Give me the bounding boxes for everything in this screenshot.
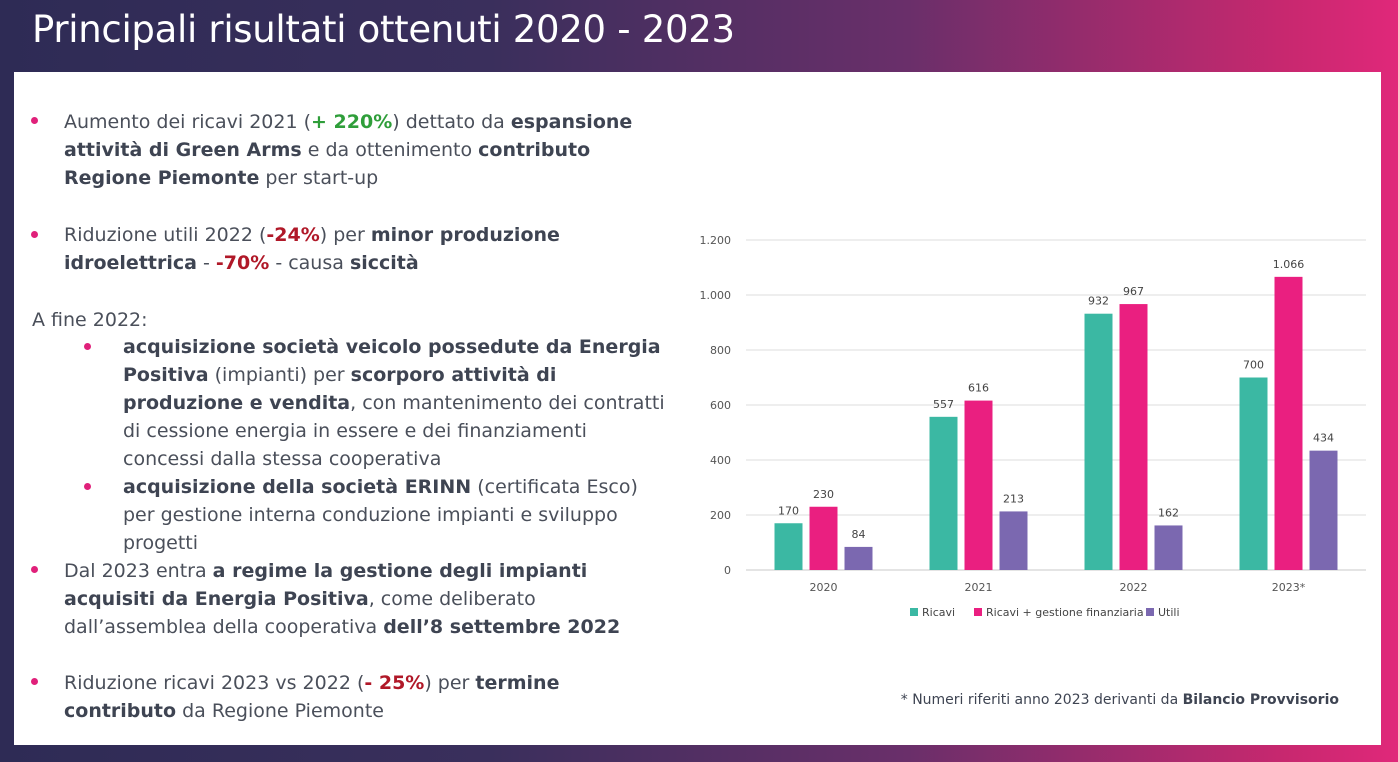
data-label: 84 (852, 528, 866, 541)
bar (1239, 377, 1268, 570)
page-title: Principali risultati ottenuti 2020 - 202… (32, 8, 735, 51)
y-tick-label: 200 (710, 509, 731, 522)
bullet-ricavi-2021: Aumento dei ricavi 2021 (+ 220%) dettato… (64, 108, 664, 192)
bullet-regime-2023: Dal 2023 entra a regime la gestione degl… (64, 557, 674, 641)
text: - (196, 252, 216, 274)
bar (1154, 525, 1183, 570)
data-label: 434 (1313, 432, 1334, 445)
bullet-dot (31, 231, 38, 238)
bullet-ricavi-2023: Riduzione ricavi 2023 vs 2022 (- 25%) pe… (64, 669, 664, 725)
data-label: 162 (1158, 506, 1179, 519)
bullet-utili-2022: Riduzione utili 2022 (-24%) per minor pr… (64, 221, 674, 277)
x-tick-label: 2023* (1272, 581, 1306, 594)
y-tick-label: 400 (710, 454, 731, 467)
data-label: 932 (1088, 295, 1109, 308)
text: Riduzione ricavi 2023 vs 2022 ( (64, 672, 365, 694)
data-label: 230 (813, 488, 834, 501)
bar (1309, 450, 1338, 570)
x-tick-label: 2021 (965, 581, 993, 594)
bullet-dot (84, 483, 91, 490)
bar (1084, 313, 1113, 570)
text-bold: scorporo attività di produzione e vendit… (123, 364, 557, 414)
text-bold: a regime la gestione degli impianti acqu… (64, 560, 588, 610)
text-bold: contributo Regione Piemonte (64, 139, 591, 189)
subbullet-acquisizione-erinn: acquisizione della società ERINN (certif… (123, 473, 673, 557)
text-bold: termine contributo (64, 672, 560, 722)
bar-chart: 0 200 400 600 800 1.000 1.200 170 230 84 2020 557 61… (700, 234, 1366, 619)
bullet-dot (31, 117, 38, 124)
bar (964, 400, 993, 570)
bar (809, 506, 838, 570)
legend-label: Ricavi + gestione finanziaria (986, 606, 1144, 619)
data-label: 213 (1003, 492, 1024, 505)
legend-label: Utili (1158, 606, 1180, 619)
y-tick-label: 1.200 (700, 234, 732, 247)
text-bold: acquisizione della società ERINN (123, 476, 472, 498)
text: - causa (269, 252, 350, 274)
bar (1274, 276, 1303, 570)
text: ) per (319, 224, 371, 246)
text-bold: siccità (349, 252, 419, 274)
legend-swatch (974, 608, 982, 616)
bullet-dot (31, 678, 38, 685)
text: ) dettato da (392, 111, 511, 133)
data-label: 700 (1243, 359, 1264, 372)
text: (certificata Esco) per gestione interna … (123, 476, 638, 554)
y-tick-label: 800 (710, 344, 731, 357)
x-tick-label: 2020 (810, 581, 838, 594)
text: ) per (424, 672, 476, 694)
content-panel: Aumento dei ricavi 2021 (+ 220%) dettato… (14, 72, 1381, 745)
text: (impianti) per (208, 364, 351, 386)
pct-decrease: -24% (266, 224, 320, 246)
subbullet-acquisizione-veicolo: acquisizione società veicolo possedute d… (123, 333, 668, 473)
text: Aumento dei ricavi 2021 ( (64, 111, 312, 133)
legend-swatch (910, 608, 918, 616)
footnote: * Numeri riferiti anno 2023 derivanti da… (901, 692, 1339, 708)
footnote-bold: Bilancio Provvisorio (1182, 692, 1339, 708)
footnote-text: * Numeri riferiti anno 2023 derivanti da (900, 692, 1183, 708)
pct-increase: + 220% (311, 111, 393, 133)
bar (844, 546, 873, 570)
legend-swatch (1146, 608, 1154, 616)
pct-decrease: - 25% (364, 672, 425, 694)
text-bold: dell’8 settembre 2022 (383, 616, 621, 638)
data-label: 967 (1123, 285, 1144, 298)
bar (929, 416, 958, 570)
text: e da ottenimento (301, 139, 479, 161)
x-tick-label: 2022 (1120, 581, 1148, 594)
bar (999, 511, 1028, 570)
y-tick-label: 1.000 (700, 289, 732, 302)
text: , con mantenimento dei contratti di cess… (123, 392, 665, 470)
data-label: 1.066 (1273, 258, 1305, 271)
text-bold: minor produzione idroelettrica (64, 224, 560, 274)
bar (1119, 304, 1148, 570)
y-tick-label: 600 (710, 399, 731, 412)
legend-label: Ricavi (922, 606, 955, 619)
pct-decrease: -70% (215, 252, 270, 274)
bar (774, 523, 803, 570)
text: da Regione Piemonte (176, 700, 384, 722)
text: Dal 2023 entra (64, 560, 213, 582)
data-label: 616 (968, 382, 989, 395)
bullet-dot (31, 566, 38, 573)
section-heading: A fine 2022: (32, 309, 148, 331)
text: Riduzione utili 2022 ( (64, 224, 267, 246)
text-bold: acquisizione società veicolo possedute d… (123, 336, 661, 386)
text: , come deliberato dall’assemblea della c… (64, 588, 536, 638)
data-label: 170 (778, 504, 799, 517)
y-tick-label: 0 (724, 564, 731, 577)
data-label: 557 (933, 398, 954, 411)
text: per start-up (259, 167, 379, 189)
text-bold: espansione attività di Green Arms (64, 111, 633, 161)
bullet-dot (84, 343, 91, 350)
